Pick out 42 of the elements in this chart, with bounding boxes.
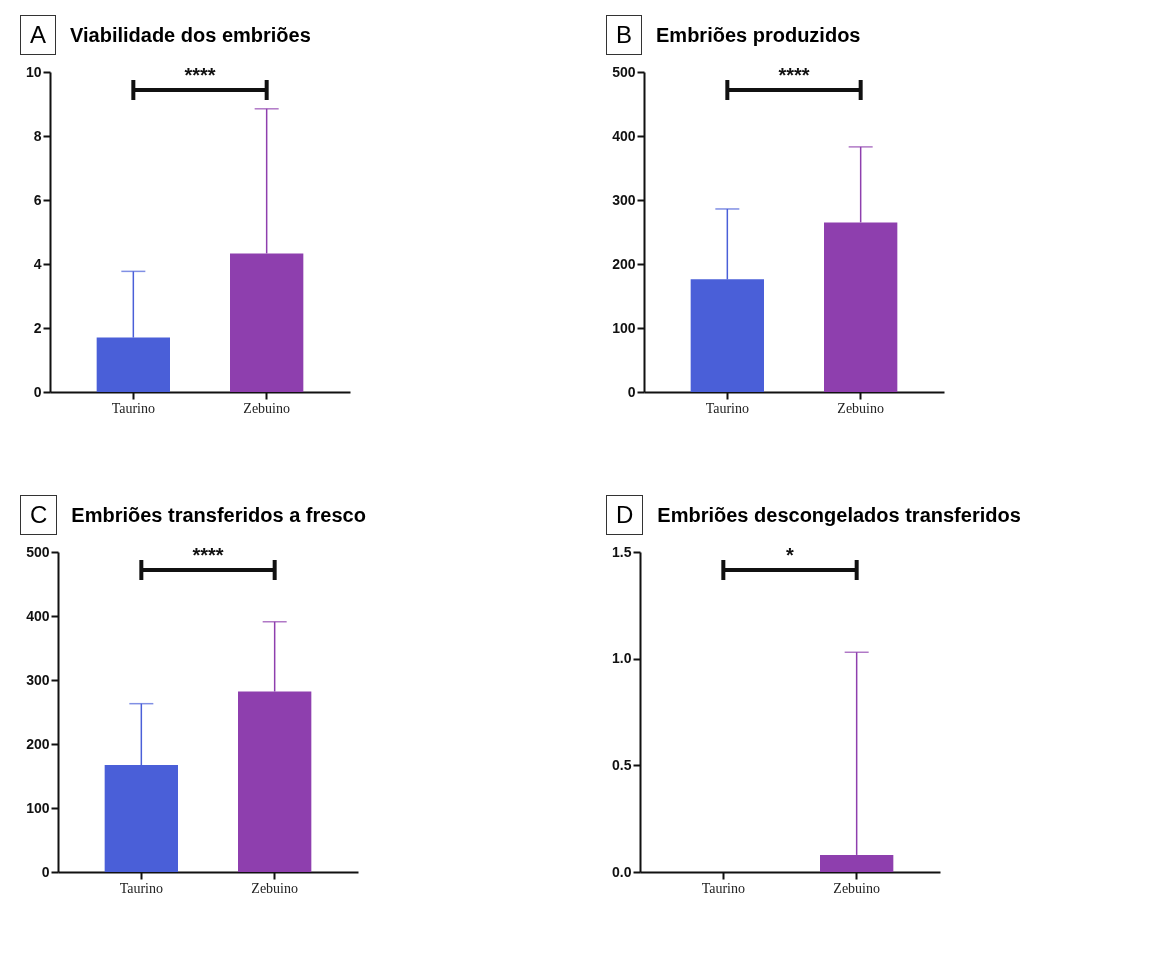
chart-title: Embriões descongelados transferidos (657, 503, 1021, 527)
y-tick-label: 400 (26, 607, 50, 624)
y-tick-label: 500 (612, 63, 636, 80)
y-tick-label: 0 (627, 383, 636, 400)
chart-title: Embriões produzidos (656, 23, 861, 47)
text: D (606, 495, 644, 535)
x-tick-label: Taurino (111, 400, 156, 416)
x-tick-label: Zebuino (251, 880, 298, 896)
x-tick-label: Zebuino (833, 880, 880, 896)
chart-title: Embriões transferidos a fresco (71, 503, 366, 527)
y-tick-label: 0.0 (612, 863, 632, 880)
annotation: **** (192, 544, 224, 566)
y-tick-label: 300 (26, 671, 50, 688)
y-tick-label: 100 (612, 319, 636, 336)
y-tick-label: 0.5 (612, 756, 632, 773)
x-tick-label: Taurino (705, 400, 750, 416)
x-tick-label: Zebuino (243, 400, 290, 416)
y-tick-label: 4 (33, 255, 42, 272)
x-tick-label: Taurino (119, 880, 164, 896)
text: B (606, 15, 643, 55)
annotation: **** (184, 64, 216, 86)
chart-title: Viabilidade dos embriões (70, 23, 311, 47)
y-tick-label: 200 (612, 255, 636, 272)
y-tick-label: 0 (33, 383, 42, 400)
x-tick-label: Zebuino (837, 400, 884, 416)
y-tick-label: 1.0 (612, 650, 632, 667)
y-tick-label: 200 (26, 735, 50, 752)
y-tick-label: 300 (612, 191, 636, 208)
y-tick-label: 1.5 (612, 543, 632, 560)
y-tick-label: 500 (26, 543, 50, 560)
y-tick-label: 6 (33, 191, 42, 208)
annotation: * (786, 544, 795, 566)
y-tick-label: 10 (25, 63, 42, 80)
y-tick-label: 100 (26, 799, 50, 816)
y-tick-label: 2 (33, 319, 42, 336)
y-tick-label: 8 (33, 127, 42, 144)
y-tick-label: 0 (41, 863, 50, 880)
annotation: **** (778, 64, 810, 86)
text: C (20, 495, 58, 535)
text: A (20, 15, 57, 55)
x-tick-label: Taurino (701, 880, 746, 896)
y-tick-label: 400 (612, 127, 636, 144)
